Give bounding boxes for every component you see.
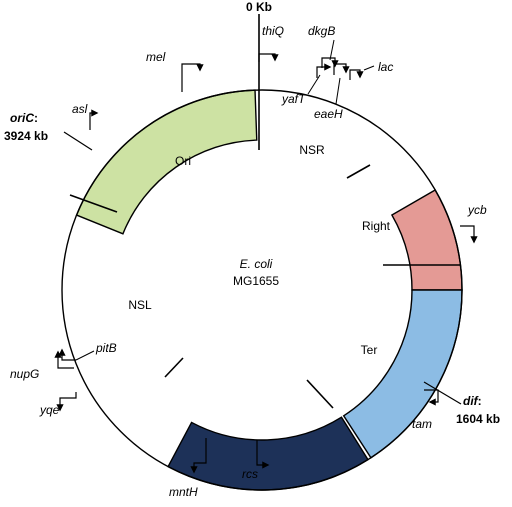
dkgB-label: dkgB (308, 24, 335, 38)
nsr-region-label: NSR (299, 143, 325, 157)
chromosome-disk (62, 90, 462, 490)
ter-left-boundary (306, 379, 334, 409)
left-nsl-boundary (164, 357, 184, 378)
chromosome-outer-circle (61, 89, 463, 491)
ter-region-label: Ter (361, 343, 378, 357)
dif-label: dif: (463, 394, 482, 408)
lac-label: lac (378, 60, 393, 74)
lac-arrow (349, 69, 364, 80)
pitB-arrow (58, 348, 76, 361)
oriC-label: oriC: (10, 111, 38, 125)
eaeH-leader (335, 77, 341, 105)
mntH-arrow (190, 438, 207, 474)
strain-label: MG1655 (233, 274, 279, 288)
tam-arrow (424, 389, 439, 406)
thiQ-label: thiQ (262, 24, 284, 38)
rcs-arrow (256, 440, 270, 469)
asl-arrow (89, 109, 99, 130)
rcs-label: rcs (242, 467, 258, 481)
dif-position: 1604 kb (456, 412, 500, 426)
dkgB-leader (329, 39, 335, 61)
ori-region-label: Ori (175, 154, 191, 168)
ycb-label: ycb (467, 203, 487, 217)
yqe-arrow (56, 392, 77, 412)
dkgB-arrow (321, 57, 339, 68)
right-region-label: Right (362, 219, 391, 233)
oriC-leader (63, 131, 93, 151)
mntH-label: mntH (169, 485, 198, 499)
yafT-label: yafT (281, 92, 307, 106)
nsl-region-label: NSL (128, 298, 152, 312)
eaeH-label: eaeH (314, 107, 343, 121)
oriC-position: 3924 kb (4, 129, 48, 143)
tam-label: tam (412, 417, 432, 431)
nupG-label: nupG (10, 367, 39, 381)
dif-leader (423, 381, 462, 405)
ori-nsl-boundary (69, 194, 118, 213)
mel-arrow (181, 63, 204, 92)
pitB-leader (75, 350, 95, 361)
species-label: E. coli (240, 257, 273, 271)
origin-label: 0 Kb (246, 0, 272, 14)
yafT-arrow (316, 63, 332, 78)
yqe-label: yqe (39, 403, 60, 417)
ycb-arrow (460, 225, 478, 244)
pitB-label: pitB (95, 341, 117, 355)
thiQ-arrow (258, 53, 279, 62)
left-region-label: Left (234, 403, 255, 417)
eaeH-arrow (333, 63, 350, 75)
asl-label: asl (72, 102, 88, 116)
mel-label: mel (146, 50, 166, 64)
nupG-arrow (54, 350, 74, 369)
nsr-right-boundary (346, 164, 371, 179)
lac-leader (363, 65, 375, 71)
yafT-leader (307, 74, 321, 95)
